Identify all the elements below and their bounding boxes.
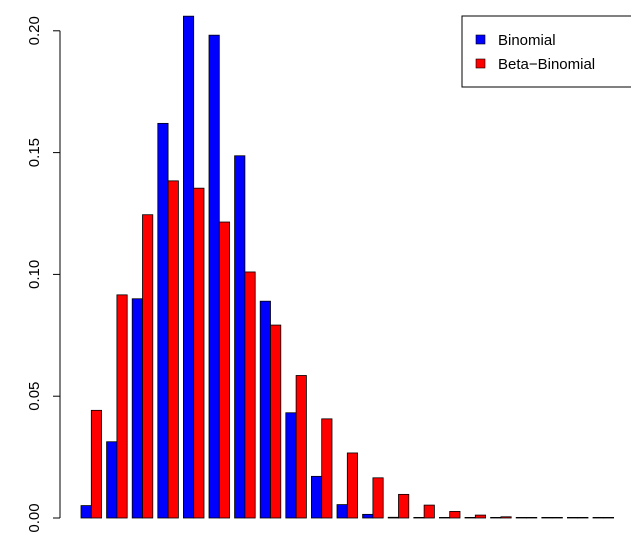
bar-binomial-12: [388, 517, 398, 518]
bar-beta-binomial-2: [143, 215, 153, 518]
bar-beta-binomial-16: [501, 517, 511, 518]
legend-box: [462, 16, 631, 87]
bar-beta-binomial-8: [296, 375, 306, 518]
bar-beta-binomial-19: [578, 517, 588, 518]
bar-binomial-18: [542, 517, 552, 518]
bar-binomial-2: [132, 299, 142, 518]
bar-binomial-1: [107, 442, 117, 518]
legend-label-binomial: Binomial: [498, 32, 556, 49]
bar-beta-binomial-15: [475, 515, 485, 518]
y-tick-label: 0.15: [26, 138, 43, 167]
bar-binomial-10: [337, 505, 347, 518]
bar-binomial-5: [209, 35, 219, 518]
bar-binomial-16: [491, 517, 501, 518]
bar-binomial-7: [260, 301, 270, 518]
bar-binomial-15: [465, 517, 475, 518]
bar-binomial-20: [593, 517, 603, 518]
bar-binomial-9: [311, 476, 321, 518]
bar-beta-binomial-7: [271, 325, 281, 518]
bar-beta-binomial-5: [219, 222, 229, 518]
bar-beta-binomial-18: [552, 517, 562, 518]
bar-beta-binomial-20: [603, 517, 613, 518]
y-axis: 0.00 0.05 0.10 0.15 0.20: [26, 16, 60, 532]
bar-binomial-8: [286, 413, 296, 518]
legend-swatch-beta-binomial: [476, 59, 485, 68]
bar-binomial-0: [81, 506, 91, 518]
bar-beta-binomial-3: [168, 181, 178, 518]
bar-beta-binomial-13: [424, 505, 434, 518]
bar-binomial-17: [516, 517, 526, 518]
bar-beta-binomial-14: [450, 511, 460, 518]
bar-binomial-11: [363, 514, 373, 518]
bar-binomial-6: [235, 156, 245, 518]
bar-beta-binomial-0: [91, 410, 101, 518]
bars: [81, 16, 614, 518]
bar-beta-binomial-9: [322, 419, 332, 518]
bar-beta-binomial-10: [347, 453, 357, 518]
y-tick-label: 0.00: [26, 503, 43, 532]
bar-binomial-13: [414, 517, 424, 518]
y-tick-label: 0.20: [26, 16, 43, 45]
y-tick-label: 0.05: [26, 382, 43, 411]
bar-binomial-14: [439, 517, 449, 518]
legend-swatch-binomial: [476, 35, 485, 44]
bar-binomial-4: [183, 16, 193, 518]
bar-beta-binomial-11: [373, 478, 383, 518]
bar-beta-binomial-17: [527, 517, 537, 518]
y-tick-label: 0.10: [26, 260, 43, 289]
legend: Binomial Beta−Binomial: [462, 16, 631, 87]
bar-binomial-3: [158, 123, 168, 518]
legend-label-beta-binomial: Beta−Binomial: [498, 56, 595, 73]
bar-beta-binomial-12: [399, 494, 409, 518]
bar-binomial-19: [567, 517, 577, 518]
bar-beta-binomial-4: [194, 188, 204, 518]
bar-beta-binomial-1: [117, 295, 127, 518]
bar-beta-binomial-6: [245, 272, 255, 518]
